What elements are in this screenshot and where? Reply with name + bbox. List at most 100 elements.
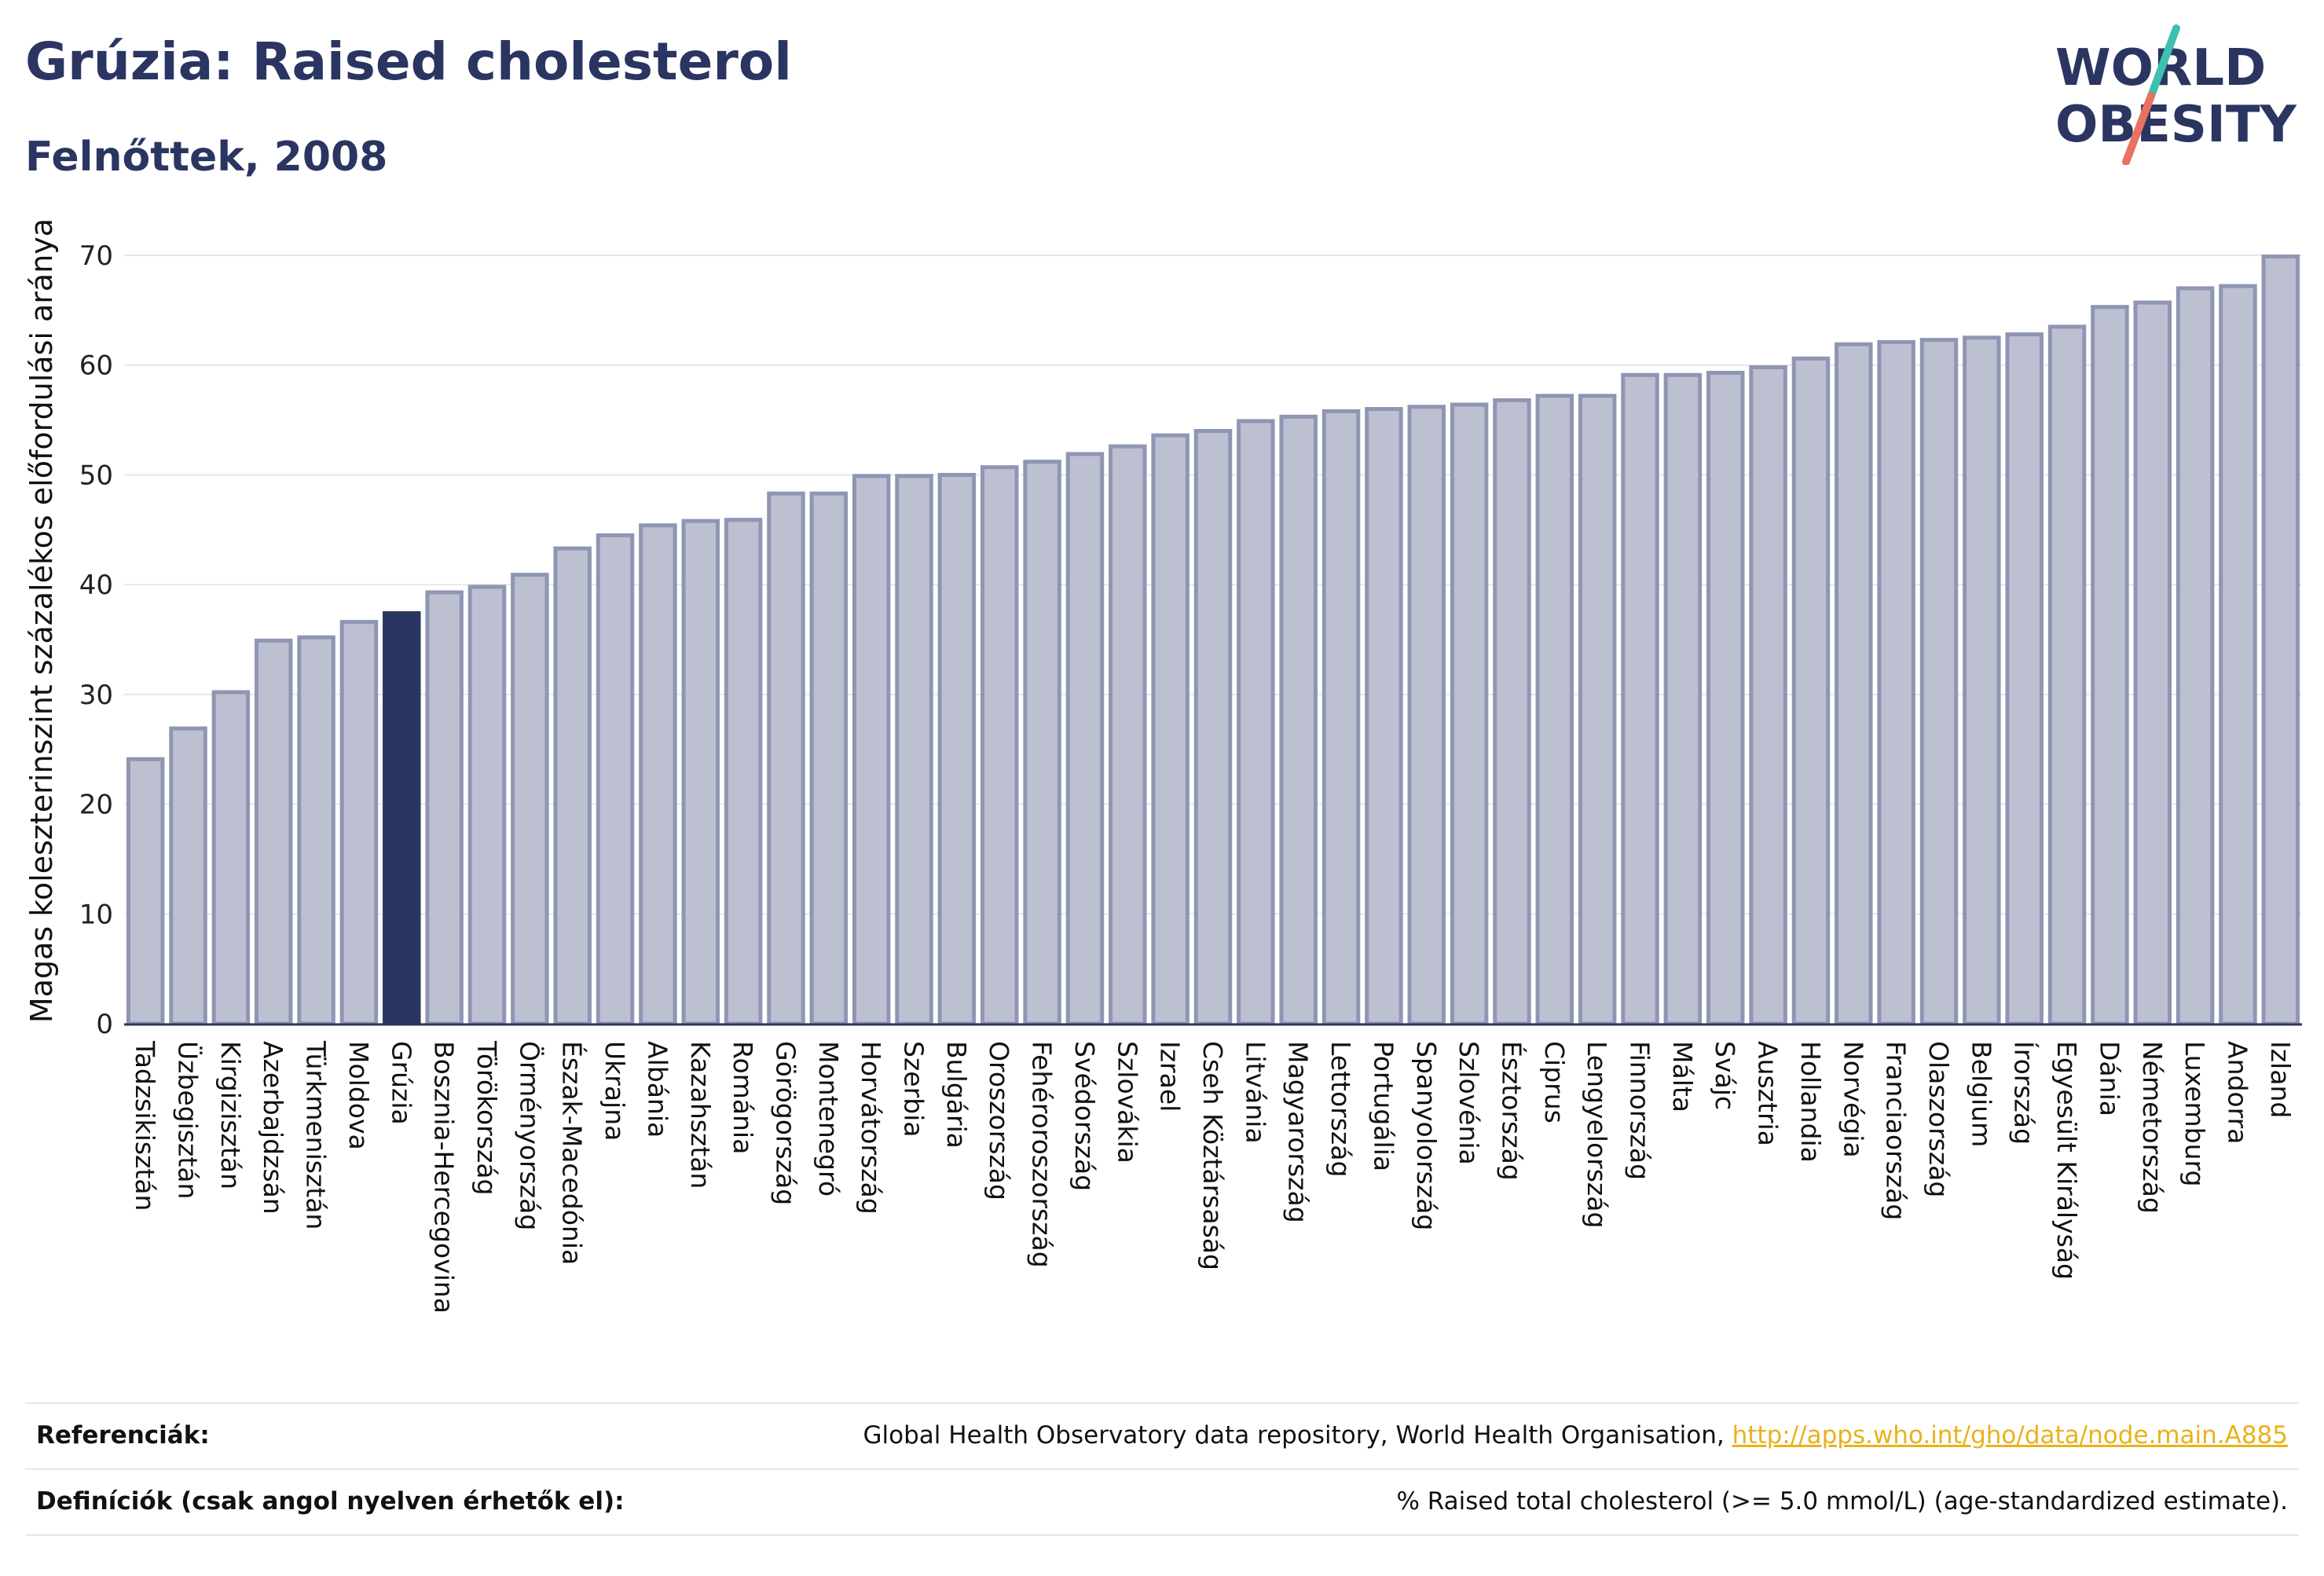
- world-obesity-logo: WORLD OBESITY: [2055, 24, 2297, 165]
- x-tick-label: Grúzia: [386, 1041, 416, 1125]
- y-tick-label: 50: [79, 460, 113, 491]
- x-tick-label: Olaszország: [1923, 1041, 1954, 1197]
- bar: [895, 474, 933, 1026]
- bar: [1407, 405, 1446, 1026]
- bar: [1621, 372, 1659, 1026]
- x-tick-label: Málta: [1667, 1041, 1698, 1112]
- x-tick-label: Türkmenisztán: [301, 1040, 332, 1230]
- x-tick-label: Luxemburg: [2179, 1041, 2210, 1186]
- x-tick-label: Lengyelország: [1582, 1041, 1612, 1228]
- bar: [467, 585, 507, 1026]
- x-tick-label: Szlovákia: [1112, 1041, 1142, 1164]
- bar: [1279, 414, 1318, 1026]
- bar: [1065, 452, 1105, 1026]
- bar: [169, 726, 207, 1026]
- x-tick-label: Oroszország: [984, 1041, 1014, 1200]
- x-tick-label: Ausztria: [1753, 1041, 1783, 1146]
- x-tick-label: Kazahsztán: [685, 1041, 716, 1189]
- bar: [2176, 286, 2215, 1026]
- chart-subtitle: Felnőttek, 2008: [25, 134, 388, 181]
- logo-slash-coral: [2122, 92, 2155, 165]
- bar: [1835, 342, 1873, 1026]
- bar: [724, 518, 763, 1026]
- x-tick-label: Izrael: [1155, 1041, 1186, 1112]
- bar: [1749, 365, 1787, 1026]
- x-tick-label: Egyesült Királyság: [2051, 1041, 2082, 1280]
- x-tick-label: Portugália: [1368, 1041, 1398, 1171]
- footer: Referenciák: Global Health Observatory d…: [25, 1402, 2299, 1536]
- x-tick-label: Litvánia: [1240, 1041, 1270, 1144]
- bar: [1365, 407, 1403, 1026]
- bar: [980, 465, 1019, 1026]
- bar: [1877, 339, 1915, 1026]
- references-text: Global Health Observatory data repositor…: [863, 1421, 1725, 1450]
- x-tick-label: Dánia: [2094, 1041, 2124, 1116]
- chart-title: Grúzia: Raised cholesterol: [25, 31, 792, 92]
- bar: [553, 546, 592, 1026]
- bar: [937, 472, 977, 1026]
- x-tick-label: Spanyolország: [1411, 1041, 1442, 1230]
- bar: [1151, 433, 1189, 1026]
- x-tick-label: Észak-Macedónia: [557, 1041, 588, 1265]
- bar-chart: 0 10 20 30 40 50 60 70 Tadzsikisztán Üzbegisztán…: [24, 218, 2302, 1314]
- y-tick-label: 60: [79, 350, 113, 382]
- x-tick-label: Montenegró: [813, 1041, 844, 1197]
- bar: [1237, 419, 1275, 1026]
- x-tick-label: Szerbia: [899, 1041, 929, 1137]
- bar: [2047, 324, 2087, 1026]
- y-axis-label: Magas koleszterinszint százalékos előfor…: [24, 218, 59, 1023]
- y-tick-label: 0: [96, 1009, 113, 1040]
- bar: [596, 533, 635, 1026]
- bar: [1193, 429, 1233, 1026]
- bar: [2005, 332, 2044, 1026]
- bar: [254, 638, 293, 1026]
- x-tick-label: Kirgizisztán: [215, 1041, 246, 1189]
- x-tick-label: Norvégia: [1838, 1041, 1868, 1158]
- bar: [852, 474, 891, 1026]
- bar: [425, 590, 464, 1026]
- y-axis-ticks: 0 10 20 30 40 50 60 70: [79, 240, 113, 1040]
- bar: [2133, 300, 2172, 1026]
- bar: [1450, 402, 1489, 1026]
- x-tick-label: Ciprus: [1539, 1041, 1570, 1123]
- bar: [1663, 372, 1703, 1026]
- x-tick-label: Svájc: [1710, 1041, 1740, 1110]
- references-label: Referenciák:: [36, 1421, 210, 1450]
- references-value: Global Health Observatory data repositor…: [863, 1421, 2288, 1450]
- bar: [1791, 356, 1831, 1026]
- bar: [2091, 305, 2129, 1026]
- x-tick-label: Svédország: [1069, 1041, 1100, 1191]
- x-tick-label: Görögország: [770, 1041, 801, 1205]
- y-tick-label: 40: [79, 570, 113, 601]
- definitions-row: Definíciók (csak angol nyelven érhetők e…: [25, 1468, 2299, 1536]
- x-tick-label: Magyarország: [1283, 1041, 1314, 1223]
- x-tick-label: Finnország: [1625, 1041, 1655, 1180]
- logo-text-obesity: OBESITY: [2055, 96, 2297, 154]
- x-tick-label: Németország: [2137, 1041, 2168, 1214]
- x-tick-label: Tadzsikisztán: [130, 1040, 160, 1211]
- bar: [1493, 398, 1531, 1026]
- bar: [511, 573, 549, 1026]
- x-tick-label: Andorra: [2222, 1041, 2253, 1144]
- bar: [681, 519, 720, 1026]
- logo-slash-teal: [2147, 24, 2180, 100]
- x-tick-label: Belgium: [1966, 1041, 1996, 1147]
- bar: [1578, 394, 1617, 1026]
- x-tick-label: Szlovénia: [1453, 1041, 1484, 1165]
- y-tick-label: 70: [79, 240, 113, 272]
- x-tick-label: Hollandia: [1795, 1041, 1826, 1163]
- bar: [2219, 284, 2257, 1026]
- y-tick-label: 10: [79, 899, 113, 930]
- y-tick-label: 20: [79, 790, 113, 821]
- x-tick-label: Írország: [2009, 1041, 2040, 1145]
- x-tick-label: Franciaország: [1881, 1041, 1912, 1220]
- bar: [1535, 394, 1574, 1026]
- bar: [339, 620, 379, 1026]
- references-link[interactable]: http://apps.who.int/gho/data/node.main.A…: [1732, 1421, 2288, 1450]
- bar: [2261, 254, 2300, 1026]
- bar: [211, 690, 251, 1026]
- y-tick-label: 30: [79, 680, 113, 711]
- x-tick-label: Horvátország: [856, 1041, 886, 1215]
- bar: [639, 523, 677, 1026]
- x-tick-label: Bulgária: [941, 1041, 972, 1149]
